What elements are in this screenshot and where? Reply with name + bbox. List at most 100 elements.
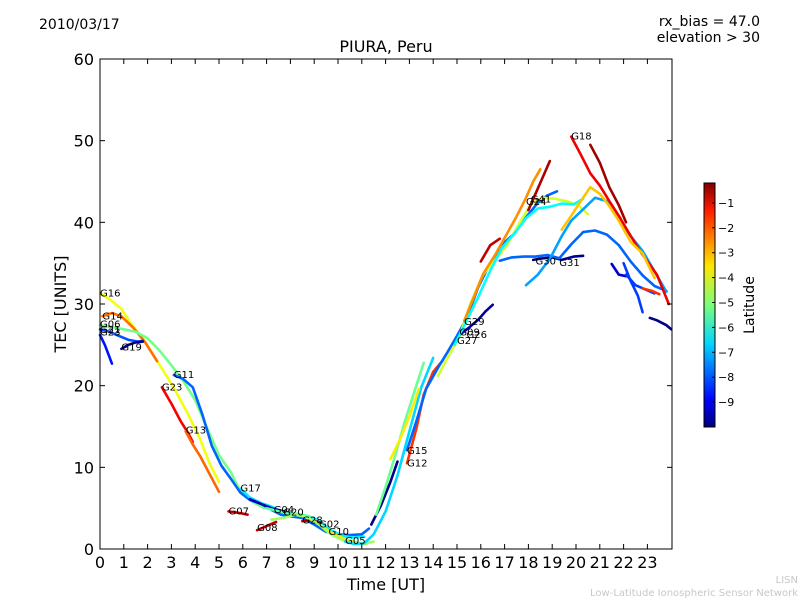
x-tick-label-1: 1 [119,553,129,572]
series-line-g18-39 [622,261,644,314]
series-line-g18-33 [560,185,656,280]
series-line-g26-25 [462,168,542,323]
x-tick-label-16: 16 [471,553,491,572]
satellite-label-g02: G02 [319,520,339,531]
elevation-label: elevation > 30 [656,30,760,46]
x-tick-label-13: 13 [399,553,419,572]
x-tick-label-0: 0 [95,553,105,572]
series-line-g12-20 [389,387,421,461]
satellite-label-g15: G15 [407,446,427,457]
x-tick-label-3: 3 [166,553,176,572]
colorbar-label: Latitude [742,276,758,334]
y-tick-label-0: 0 [84,540,94,559]
satellite-label-g06: G06 [100,319,120,330]
footer-org-short: LISN [775,575,798,586]
x-tick-label-6: 6 [238,553,248,572]
colorbar-tick-label: −6 [718,321,734,334]
y-tick-label-30: 30 [74,295,94,314]
colorbar-tick-label: −4 [718,272,734,285]
footer-org-full: Low-Latitude Ionospheric Sensor Network [590,588,798,599]
y-tick-label-20: 20 [74,377,94,396]
series-line-g16-0 [98,292,221,484]
x-tick-label-21: 21 [590,553,610,572]
satellite-label-g21: G21 [100,325,120,336]
x-tick-label-15: 15 [447,553,467,572]
series-layer [98,135,673,546]
series-line-g07-12 [227,510,249,517]
series-line-g08-13 [255,520,278,532]
x-tick-label-2: 2 [143,553,153,572]
colorbar [703,182,716,428]
colorbar-tick-label: −9 [718,396,734,409]
colorbar-tick-label: −1 [718,197,734,210]
satellite-label-g31: G31 [559,258,579,269]
satellite-label-g05: G05 [345,536,365,547]
satellite-label-g30: G30 [536,257,556,268]
x-tick-label-10: 10 [328,553,348,572]
y-tick-label-50: 50 [74,132,94,151]
x-tick-label-17: 17 [494,553,514,572]
series-line-g18-34 [588,143,628,224]
x-tick-label-12: 12 [375,553,395,572]
satellite-label-g24: G24 [526,197,546,208]
y-axis: 0 10 20 30 40 50 60 [74,50,672,559]
x-tick-label-11: 11 [352,553,372,572]
series-line-g05-17 [343,356,435,546]
x-tick-label-18: 18 [518,553,538,572]
satellite-label-g29: G29 [464,317,484,328]
colorbar-ticks: −1 −2 −3 −4 −5 −6 −7 −8 −9 [712,197,734,409]
satellite-label-g04: G04 [274,505,294,516]
y-tick-label-60: 60 [74,50,94,69]
series-line-g18-32 [569,135,671,306]
rx-bias-label: rx_bias = 47.0 [658,14,760,30]
series-line-g23-4 [98,333,114,365]
series-line-g09-24 [458,303,495,337]
x-tick-label-20: 20 [566,553,586,572]
satellite-label-g17: G17 [240,484,260,495]
satellite-labels: G16G14G06G21G23G19G11G23G13G17G04G20G07G… [100,132,592,547]
x-axis: 0 1 2 3 4 5 6 7 8 9 10 11 12 13 14 15 16 17 18 19 20 21 22 23 [95,59,658,572]
x-tick-label-4: 4 [190,553,200,572]
series-line-g14-1 [101,311,159,363]
satellite-label-g13: G13 [186,426,206,437]
satellite-label-g20: G20 [283,507,303,518]
series-line-g18-35 [610,262,628,278]
y-tick-label-40: 40 [74,213,94,232]
satellite-label-g11: G11 [174,370,194,381]
chart-title: PIURA, Peru [339,37,433,56]
y-tick-label-10: 10 [74,458,94,477]
x-tick-label-8: 8 [285,553,295,572]
x-tick-label-5: 5 [214,553,224,572]
date-label: 2010/03/17 [39,17,120,33]
colorbar-tick-label: −3 [718,247,734,260]
satellite-label-g07: G07 [229,506,249,517]
satellite-label-g08: G08 [257,523,277,534]
x-axis-label: Time [UT] [346,575,425,594]
satellite-label-g41: G41 [531,195,551,206]
x-tick-label-22: 22 [613,553,633,572]
series-line-g31-31 [524,196,668,294]
satellite-label-g26: G26 [467,330,487,341]
satellite-label-g09: G09 [459,328,479,339]
x-tick-label-14: 14 [423,553,443,572]
satellite-label-g14: G14 [102,311,122,322]
series-line-g18-37 [648,316,673,331]
series-line-g26-26 [479,237,502,263]
series-line-g13-8 [184,430,221,494]
colorbar-tick-label: −2 [718,222,734,235]
colorbar-tick-label: −5 [718,297,734,310]
colorbar-tick-label: −7 [718,346,734,359]
x-tick-label-7: 7 [262,553,272,572]
series-line-g24-27 [453,197,585,347]
satellite-label-g19: G19 [121,342,141,353]
satellite-label-g27: G27 [457,336,477,347]
satellite-label-g18: G18 [571,132,591,143]
series-line-g18-38 [641,287,661,296]
series-line-g41-28 [527,159,552,212]
satellite-label-g28: G28 [302,515,322,526]
x-tick-label-19: 19 [542,553,562,572]
y-axis-label: TEC [UNITS] [51,256,70,354]
x-tick-label-23: 23 [637,553,657,572]
series-line-g31-30 [498,229,668,293]
